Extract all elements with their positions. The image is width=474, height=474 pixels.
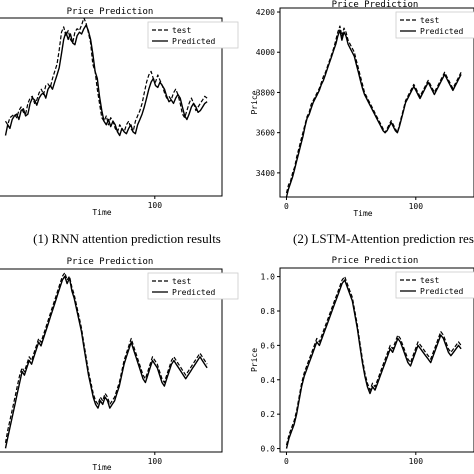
y-tick-label: 0.6 bbox=[261, 341, 276, 350]
series-line-predicted bbox=[4, 24, 208, 137]
plot-frame bbox=[0, 17, 223, 197]
series-line-test bbox=[285, 25, 462, 194]
x-tick-label: 100 bbox=[148, 457, 163, 466]
x-tick-label: 0 bbox=[284, 202, 289, 211]
legend: test Predicted bbox=[147, 21, 239, 49]
y-tick-label: 0.0 bbox=[261, 445, 276, 454]
x-axis-label: Time bbox=[92, 208, 111, 217]
series-line-test bbox=[285, 276, 462, 446]
legend-label-test: test bbox=[172, 26, 191, 35]
x-axis-label: Time bbox=[92, 463, 111, 472]
legend-label-test: test bbox=[420, 16, 439, 25]
plot-frame bbox=[279, 7, 474, 198]
legend: test Predicted bbox=[395, 271, 474, 299]
legend-label-test: test bbox=[420, 276, 439, 285]
legend: test Predicted bbox=[147, 272, 239, 300]
y-axis-label: Price bbox=[250, 348, 259, 372]
legend-label-predicted: Predicted bbox=[172, 288, 216, 297]
y-tick-label: 3800 bbox=[256, 88, 275, 97]
y-tick-label: 4200 bbox=[256, 8, 275, 17]
legend-label-test: test bbox=[172, 277, 191, 286]
legend: test Predicted bbox=[395, 11, 474, 39]
legend-box bbox=[395, 11, 474, 39]
x-axis-label: Time bbox=[353, 209, 372, 218]
chart-panel-1: Price Prediction 100 Time test Predicted bbox=[0, 7, 239, 217]
x-tick-label: 0 bbox=[284, 457, 289, 466]
chart-title: Price Prediction bbox=[67, 257, 154, 267]
series-line-predicted bbox=[285, 29, 462, 197]
caption-rnn-attention: (1) RNN attention prediction results bbox=[33, 231, 221, 246]
legend-label-predicted: Predicted bbox=[420, 287, 464, 296]
legend-label-predicted: Predicted bbox=[172, 37, 216, 46]
x-tick-label: 100 bbox=[409, 202, 424, 211]
legend-box bbox=[147, 21, 239, 49]
series-line-test bbox=[4, 18, 208, 133]
y-tick-label: 0.4 bbox=[261, 376, 276, 385]
x-tick-label: 100 bbox=[409, 457, 424, 466]
chart-panel-2: Price Prediction 0 100 3400 3600 3800 4000 4200… bbox=[250, 0, 474, 218]
series-line-predicted bbox=[285, 279, 462, 449]
series-line-test bbox=[4, 272, 208, 444]
caption-lstm-attention: (2) LSTM-Attention prediction resu bbox=[293, 231, 474, 246]
legend-box bbox=[395, 271, 474, 299]
chart-panel-3: Price Prediction 100 Time test Predicted bbox=[0, 257, 239, 472]
x-tick-label: 100 bbox=[148, 201, 163, 210]
y-tick-label: 4000 bbox=[256, 48, 275, 57]
plot-frame bbox=[279, 267, 474, 453]
y-tick-label: 3400 bbox=[256, 169, 275, 178]
chart-title: Price Prediction bbox=[67, 7, 154, 17]
y-tick-label: 1.0 bbox=[261, 273, 276, 282]
chart-title: Price Prediction bbox=[332, 256, 419, 266]
legend-box bbox=[147, 272, 239, 300]
y-tick-label: 0.2 bbox=[261, 410, 276, 419]
chart-title: Price Prediction bbox=[332, 0, 419, 10]
series-line-predicted bbox=[4, 275, 208, 449]
plot-frame bbox=[0, 268, 223, 453]
y-tick-label: 3600 bbox=[256, 129, 275, 138]
y-axis-label: Price bbox=[250, 90, 259, 114]
legend-label-predicted: Predicted bbox=[420, 27, 464, 36]
y-tick-label: 0.8 bbox=[261, 307, 276, 316]
chart-panel-4: Price Prediction 0 100 0.0 0.2 0.4 0.6 0.8 1.0 Pr… bbox=[250, 256, 474, 466]
